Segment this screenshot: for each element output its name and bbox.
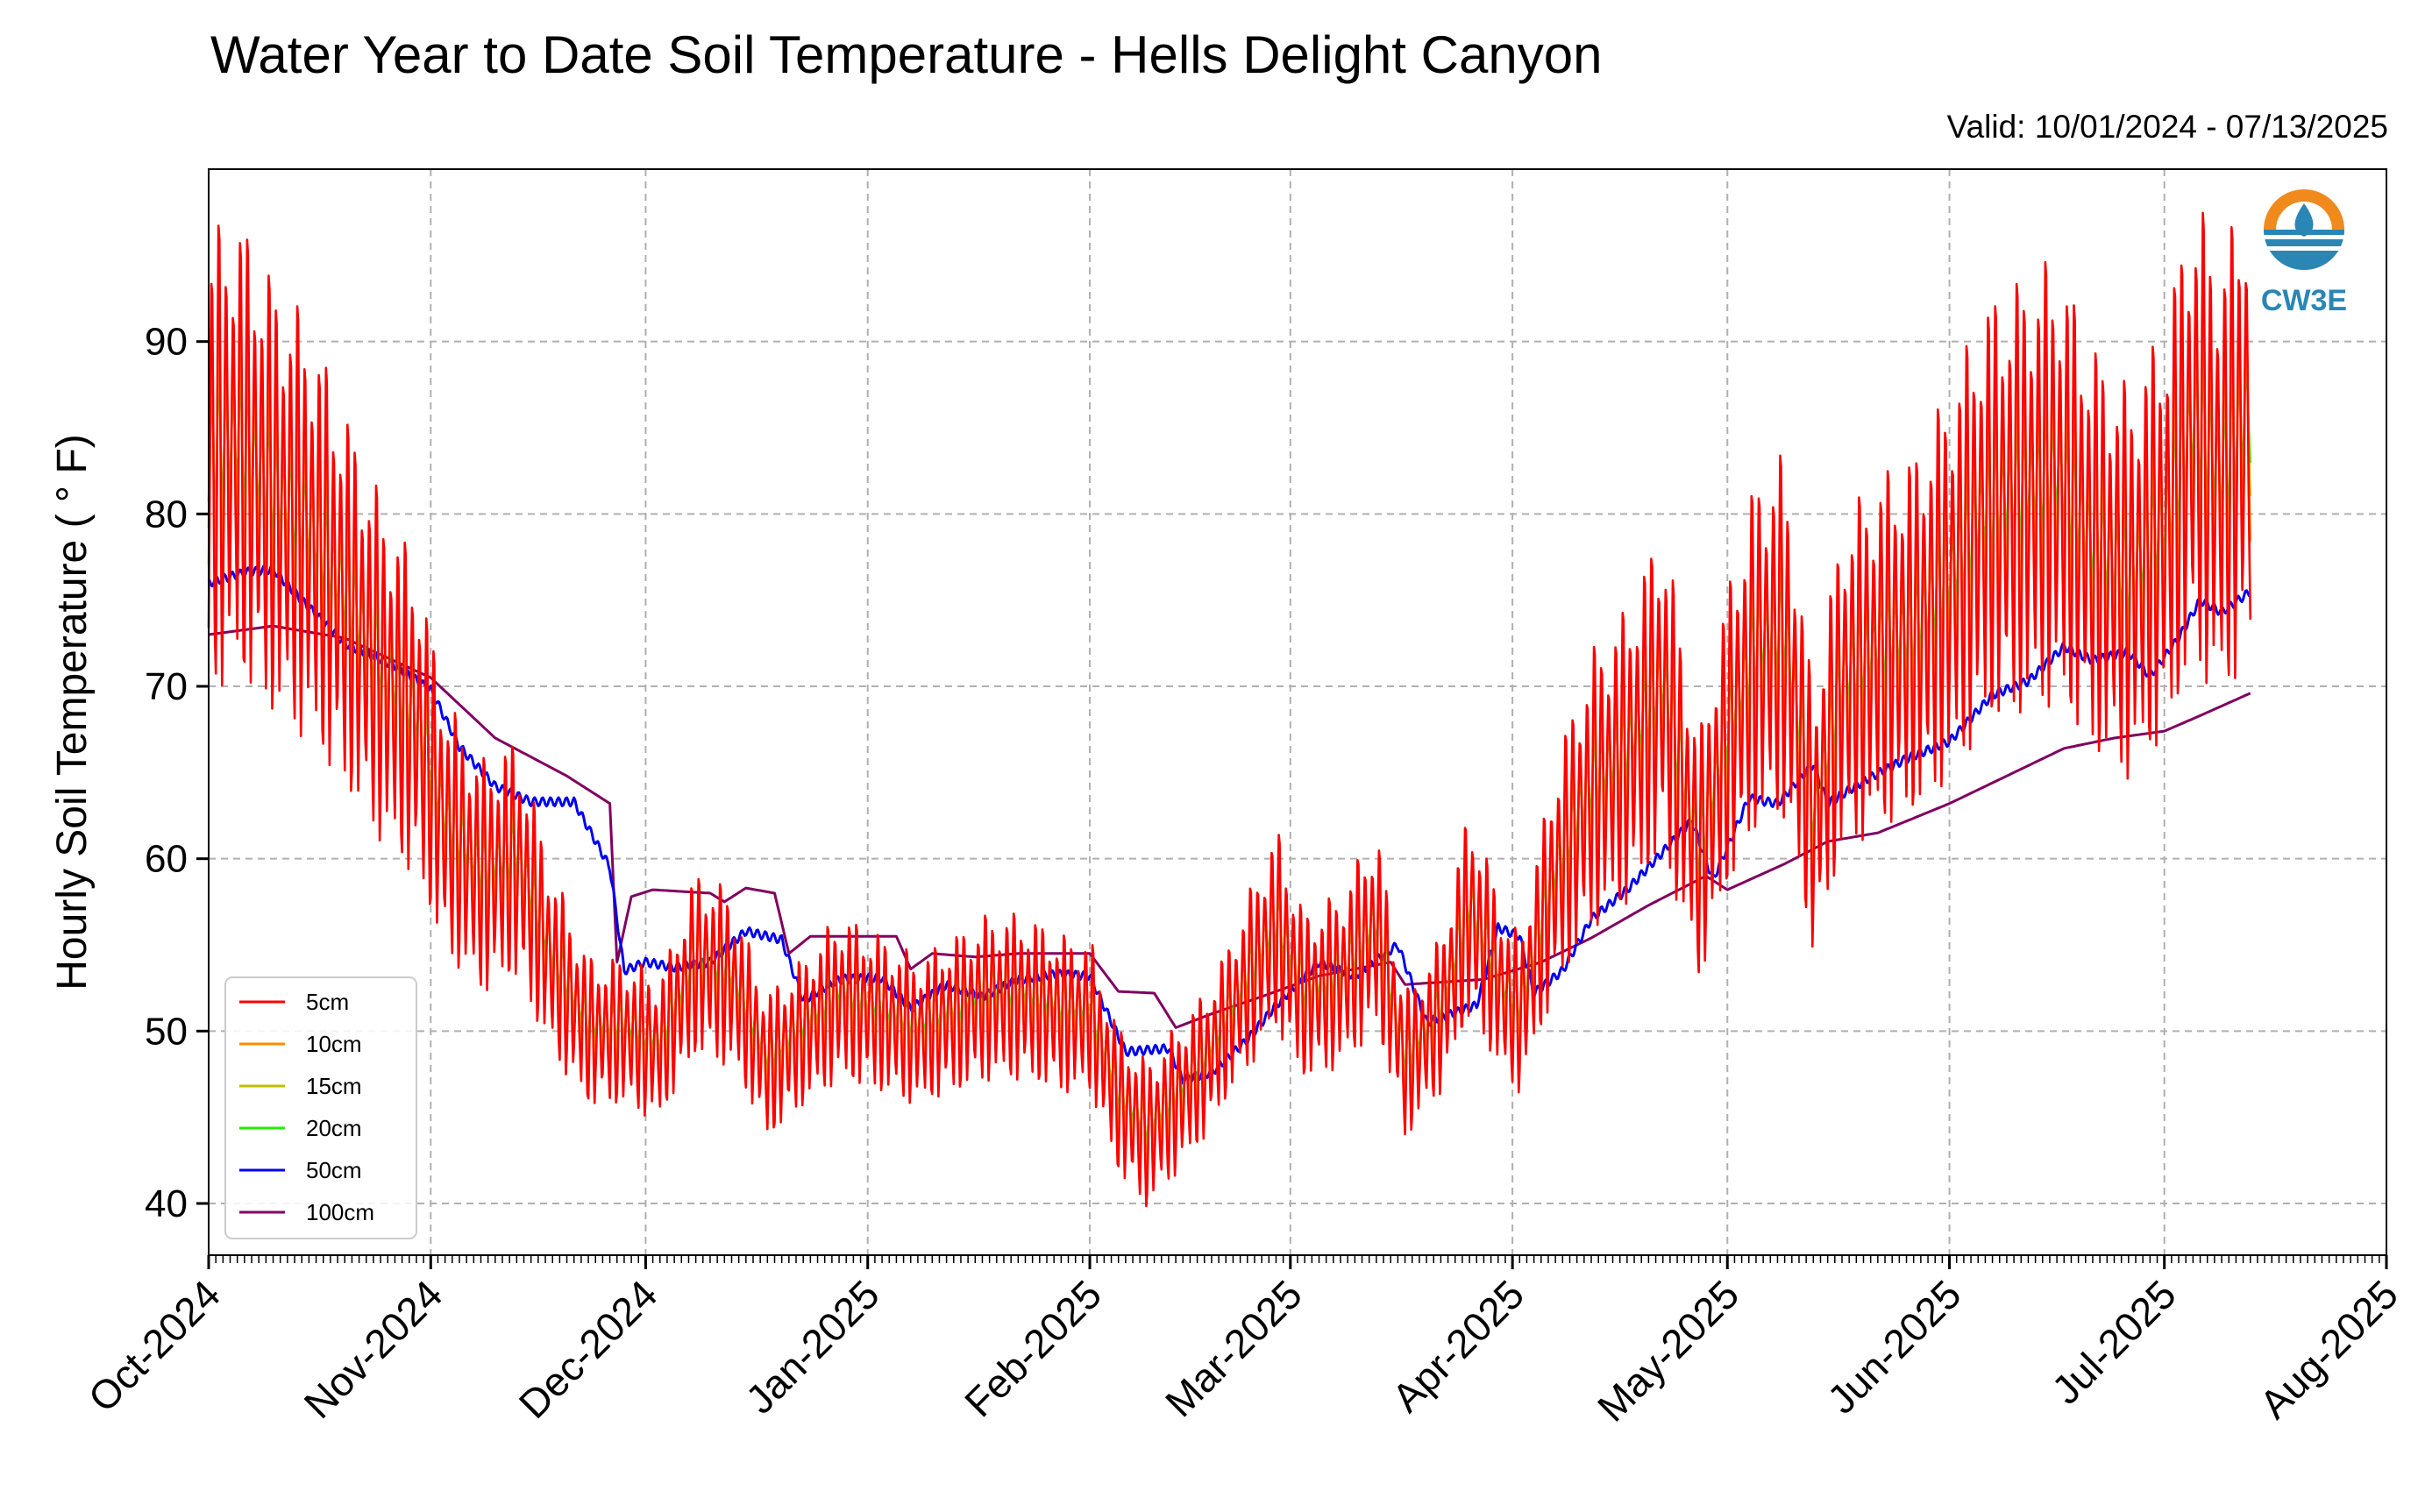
cw3e-water-drop-logo-icon — [2264, 189, 2344, 270]
series-line-50cm — [207, 564, 2251, 1085]
legend-label: 5cm — [306, 989, 349, 1015]
grid-lines — [209, 169, 2386, 1255]
x-tick-label: Oct-2024 — [80, 1271, 230, 1421]
x-tick-label: Jul-2025 — [2043, 1271, 2185, 1413]
legend: 5cm 10cm 15cm 20cm 50cm 100cm — [224, 976, 417, 1239]
y-tick-label: 50 — [145, 1010, 188, 1053]
y-tick-label: 60 — [145, 838, 188, 881]
logo-text: CW3E — [2261, 284, 2347, 317]
series-line-5cm — [207, 211, 2252, 1208]
x-tick-label: Aug-2025 — [2251, 1271, 2407, 1427]
chart-title: Water Year to Date Soil Temperature - He… — [210, 25, 1603, 84]
x-tick-label: Apr-2025 — [1383, 1271, 1533, 1421]
cw3e-logo: CW3E — [2261, 189, 2347, 317]
x-tick-label: Jan-2025 — [736, 1271, 887, 1422]
series-line-100cm — [208, 624, 2251, 1029]
y-tick-label: 80 — [145, 493, 188, 536]
y-tick-label: 90 — [145, 321, 188, 364]
legend-label: 50cm — [306, 1157, 362, 1183]
legend-label: 100cm — [306, 1199, 374, 1225]
y-axis: 40 50 60 70 80 90 — [145, 321, 209, 1225]
x-tick-label: Nov-2024 — [295, 1271, 452, 1427]
y-tick-label: 40 — [145, 1182, 188, 1225]
x-axis: Oct-2024 Nov-2024 Dec-2024 Jan-2025 Feb-2025… — [80, 1255, 2407, 1430]
x-tick-label: Jun-2025 — [1818, 1271, 1969, 1422]
series-line-10cm — [207, 287, 2252, 1177]
plot-frame — [208, 168, 2387, 1256]
legend-label: 10cm — [306, 1031, 362, 1057]
legend-label: 20cm — [306, 1115, 362, 1141]
x-tick-label: Dec-2024 — [510, 1271, 666, 1427]
x-tick-label: Mar-2025 — [1156, 1271, 1311, 1425]
y-tick-label: 70 — [145, 665, 188, 708]
y-axis-label: Hourly Soil Temperature ( ° F) — [49, 434, 96, 990]
series-layer — [207, 211, 2252, 1208]
legend-label: 15cm — [306, 1073, 362, 1099]
x-tick-label: May-2025 — [1589, 1271, 1747, 1430]
valid-date-range: Valid: 10/01/2024 - 07/13/2025 — [1946, 109, 2388, 145]
x-tick-label: Feb-2025 — [956, 1271, 1110, 1425]
